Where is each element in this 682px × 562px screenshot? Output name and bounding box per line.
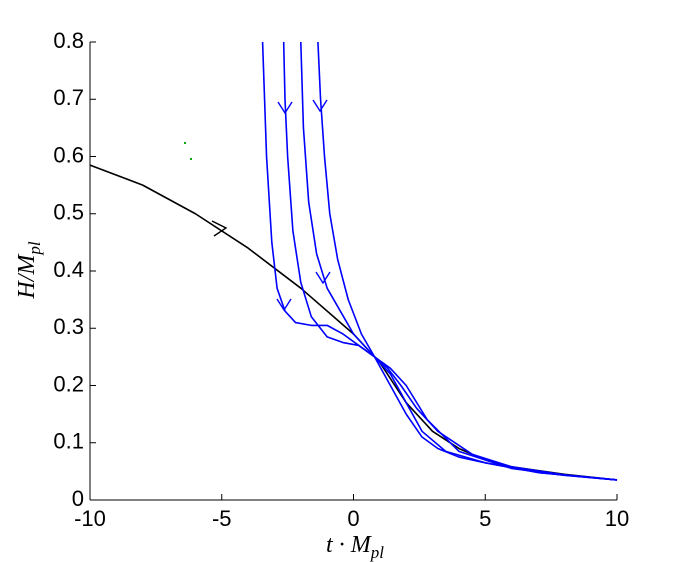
x-label-main: t · M: [326, 532, 373, 558]
y-tick-label: 0: [72, 486, 84, 511]
x-label-sub: pl: [370, 543, 385, 562]
arrow: [315, 271, 331, 285]
dot: [184, 142, 186, 144]
curve: [300, 41, 618, 481]
y-axis-label: H/Mpl: [14, 241, 44, 300]
curve: [261, 41, 618, 481]
y-tick-label: 0.1: [53, 429, 84, 454]
x-tick-label: 10: [605, 506, 629, 531]
x-tick-label: 5: [479, 506, 491, 531]
arrow: [312, 99, 328, 113]
y-tick-label: 0.3: [53, 314, 84, 339]
y-label-sub: pl: [25, 241, 44, 256]
x-tick-label: 0: [347, 506, 359, 531]
y-tick-label: 0.2: [53, 371, 84, 396]
y-label-main: H/M: [14, 253, 40, 300]
y-tick-label: 0.6: [53, 142, 84, 167]
arrow: [211, 220, 228, 237]
curve: [89, 164, 618, 481]
curve: [317, 41, 618, 481]
curve: [282, 41, 618, 481]
dot: [190, 158, 192, 160]
x-axis-label: t · Mpl: [326, 532, 384, 562]
direction-arrows: [211, 99, 331, 312]
y-tick-label: 0.8: [53, 28, 84, 53]
y-tick-label: 0.5: [53, 200, 84, 225]
y-tick-label: 0.7: [53, 85, 84, 110]
y-tick-label: 0.4: [53, 257, 84, 282]
x-tick-label: -10: [74, 506, 106, 531]
x-tick-label: -5: [212, 506, 232, 531]
